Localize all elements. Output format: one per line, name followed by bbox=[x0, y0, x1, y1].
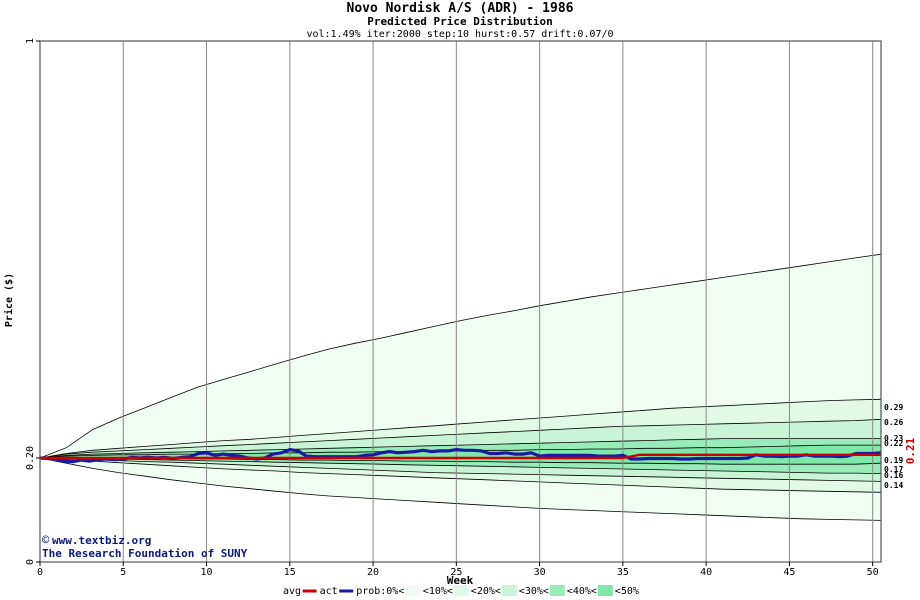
x-axis-label: Week bbox=[447, 574, 474, 587]
legend-label: <30%< bbox=[519, 586, 549, 597]
band-end-label: 0.17 bbox=[884, 465, 903, 474]
x-tick-label: 20 bbox=[367, 567, 379, 578]
band-edge-lower-2 bbox=[39, 457, 882, 493]
legend: avg act prob:0%< <10%< <20%< <30%< <40%< <50% bbox=[283, 585, 639, 597]
series-line-avg bbox=[40, 453, 881, 460]
x-tick-label: 40 bbox=[700, 567, 712, 578]
y-tick-label: 0 bbox=[25, 559, 36, 565]
legend-label: <20%< bbox=[471, 586, 501, 597]
legend-swatch bbox=[549, 585, 565, 596]
copyright-icon: © bbox=[42, 533, 50, 547]
current-price-label: 0.21 bbox=[904, 437, 917, 464]
chart-subtitle: Predicted Price Distribution bbox=[367, 15, 552, 28]
band-edge-upper-3 bbox=[39, 418, 882, 459]
plot-frame bbox=[39, 40, 882, 563]
x-tick-label: 15 bbox=[284, 567, 296, 578]
legend-swatch bbox=[501, 585, 517, 596]
x-tick-label: 10 bbox=[201, 567, 213, 578]
band-edge-lower-1 bbox=[39, 457, 882, 521]
y-axis-label: Price ($) bbox=[3, 273, 15, 327]
probability-bands bbox=[39, 253, 882, 521]
band-edge-upper-2 bbox=[39, 398, 882, 459]
legend-label: <50% bbox=[615, 586, 639, 597]
legend-label: act bbox=[320, 586, 338, 597]
x-tick-label: 50 bbox=[867, 567, 879, 578]
band-end-label: 0.19 bbox=[884, 456, 903, 465]
band-edge-lower-3 bbox=[39, 457, 882, 482]
legend-label: prob:0%< bbox=[356, 586, 404, 597]
series-lines bbox=[39, 448, 882, 464]
legend-label: <10%< bbox=[423, 586, 453, 597]
axes: 0 5 10 15 20 25 30 35 40 45 5000.2010.290.260.230.… bbox=[25, 38, 917, 578]
legend-label: <40%< bbox=[567, 586, 597, 597]
band-end-label: 0.16 bbox=[884, 471, 903, 480]
band-end-label: 0.14 bbox=[884, 481, 903, 490]
band-end-label: 0.22 bbox=[884, 439, 903, 448]
legend-swatch bbox=[597, 585, 613, 596]
legend-swatch bbox=[453, 585, 469, 596]
band-edge-lower-4 bbox=[40, 457, 882, 474]
x-tick-label: 5 bbox=[120, 567, 126, 578]
chart-params: vol:1.49% iter:2000 step:10 hurst:0.57 d… bbox=[306, 29, 613, 40]
band-end-label: 0.26 bbox=[884, 418, 903, 427]
chart-title: Novo Nordisk A/S (ADR) - 1986 bbox=[347, 1, 574, 16]
band-edge-upper-4 bbox=[39, 438, 881, 459]
legend-swatch bbox=[405, 585, 421, 596]
y-tick-label: 1 bbox=[25, 38, 36, 44]
x-tick-label: 35 bbox=[617, 567, 629, 578]
credit-org: The Research Foundation of SUNY bbox=[42, 547, 248, 560]
x-tick-label: 30 bbox=[534, 567, 546, 578]
x-tick-label: 25 bbox=[450, 567, 462, 578]
legend-label: avg bbox=[283, 586, 301, 597]
x-tick-label: 45 bbox=[783, 567, 795, 578]
band-end-label: 0.29 bbox=[884, 403, 903, 412]
x-tick-label: 0 bbox=[37, 567, 43, 578]
credit-site: www.textbiz.org bbox=[52, 534, 151, 547]
band-end-label: 0.23 bbox=[884, 434, 903, 443]
y-tick-label: 0.20 bbox=[25, 446, 36, 470]
band-edge-upper-1 bbox=[39, 253, 882, 459]
